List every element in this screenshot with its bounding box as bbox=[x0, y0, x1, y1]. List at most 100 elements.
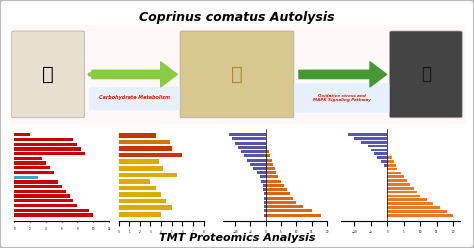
Bar bbox=[118, 179, 151, 184]
Bar bbox=[387, 172, 401, 174]
Bar bbox=[381, 160, 387, 163]
Bar bbox=[244, 154, 266, 157]
Bar bbox=[264, 192, 266, 195]
FancyBboxPatch shape bbox=[5, 122, 469, 226]
Bar bbox=[118, 159, 159, 164]
Bar bbox=[247, 158, 266, 161]
Text: 🍄: 🍄 bbox=[231, 65, 243, 84]
Bar bbox=[387, 191, 417, 193]
Bar bbox=[264, 209, 266, 212]
Bar bbox=[118, 212, 161, 217]
Bar bbox=[266, 171, 276, 174]
Bar bbox=[266, 180, 281, 183]
Bar bbox=[235, 142, 266, 145]
Bar bbox=[14, 147, 82, 151]
Bar bbox=[266, 163, 273, 166]
Bar bbox=[371, 149, 387, 151]
Bar bbox=[14, 171, 54, 174]
Bar bbox=[266, 146, 267, 149]
FancyBboxPatch shape bbox=[5, 22, 469, 126]
Bar bbox=[387, 214, 453, 217]
Text: TMT Proteomics Analysis: TMT Proteomics Analysis bbox=[159, 233, 315, 243]
FancyBboxPatch shape bbox=[12, 31, 84, 118]
Bar bbox=[118, 146, 172, 151]
Bar bbox=[387, 160, 394, 163]
Bar bbox=[238, 146, 266, 149]
FancyBboxPatch shape bbox=[89, 87, 180, 110]
Text: 🍄: 🍄 bbox=[42, 65, 54, 84]
FancyBboxPatch shape bbox=[390, 31, 462, 118]
Bar bbox=[387, 179, 407, 182]
Bar bbox=[118, 166, 163, 171]
Bar bbox=[348, 133, 387, 136]
Bar bbox=[263, 188, 266, 191]
Bar bbox=[387, 195, 420, 197]
Bar bbox=[14, 161, 46, 165]
Bar bbox=[266, 154, 270, 157]
Bar bbox=[118, 133, 156, 138]
Bar bbox=[14, 176, 38, 179]
Bar bbox=[266, 150, 269, 153]
Bar bbox=[261, 180, 266, 183]
Bar bbox=[266, 214, 321, 217]
Bar bbox=[263, 184, 266, 187]
Bar bbox=[266, 201, 296, 204]
Bar bbox=[264, 197, 266, 200]
Bar bbox=[241, 150, 266, 153]
Bar bbox=[14, 138, 73, 141]
Bar bbox=[387, 175, 404, 178]
Bar bbox=[118, 173, 177, 177]
Bar bbox=[118, 205, 172, 210]
Bar bbox=[14, 213, 93, 217]
Text: Oxidative stress and
MAPK Signaling Pathway: Oxidative stress and MAPK Signaling Path… bbox=[313, 94, 371, 102]
Bar bbox=[229, 133, 266, 136]
Bar bbox=[118, 199, 166, 203]
Bar bbox=[387, 206, 440, 209]
Bar bbox=[368, 145, 387, 147]
Bar bbox=[118, 140, 170, 144]
Bar bbox=[264, 205, 266, 208]
Bar bbox=[14, 194, 70, 198]
Bar bbox=[14, 152, 85, 155]
Bar bbox=[266, 167, 275, 170]
Bar bbox=[266, 176, 278, 179]
Bar bbox=[387, 202, 433, 205]
Bar bbox=[14, 209, 89, 212]
Bar bbox=[387, 183, 410, 186]
FancyBboxPatch shape bbox=[180, 31, 294, 118]
Bar bbox=[387, 210, 447, 213]
Bar bbox=[264, 201, 266, 204]
Bar bbox=[14, 166, 50, 169]
Bar bbox=[118, 192, 161, 197]
Bar bbox=[266, 197, 293, 200]
Bar bbox=[14, 199, 73, 202]
Bar bbox=[361, 141, 387, 144]
Bar bbox=[232, 137, 266, 140]
Bar bbox=[266, 192, 290, 195]
Bar bbox=[250, 163, 266, 166]
Bar bbox=[14, 185, 62, 188]
Bar bbox=[256, 171, 266, 174]
Bar bbox=[387, 168, 397, 170]
FancyBboxPatch shape bbox=[294, 83, 390, 113]
Bar bbox=[14, 157, 42, 160]
Bar bbox=[355, 137, 387, 140]
Text: 🍄: 🍄 bbox=[421, 65, 431, 83]
Bar bbox=[260, 176, 266, 179]
Bar bbox=[374, 152, 387, 155]
Bar bbox=[387, 187, 414, 190]
Bar bbox=[14, 180, 58, 184]
Bar bbox=[266, 205, 302, 208]
Bar bbox=[387, 198, 427, 201]
Bar bbox=[14, 133, 30, 136]
Bar bbox=[266, 188, 287, 191]
Bar bbox=[384, 164, 387, 167]
Bar bbox=[14, 204, 77, 207]
Bar bbox=[14, 190, 65, 193]
Bar bbox=[266, 184, 284, 187]
Text: Carbohydrate Metabolism: Carbohydrate Metabolism bbox=[99, 95, 170, 100]
Bar bbox=[254, 167, 266, 170]
Bar bbox=[118, 186, 156, 190]
Bar bbox=[266, 209, 312, 212]
Bar bbox=[387, 164, 396, 167]
